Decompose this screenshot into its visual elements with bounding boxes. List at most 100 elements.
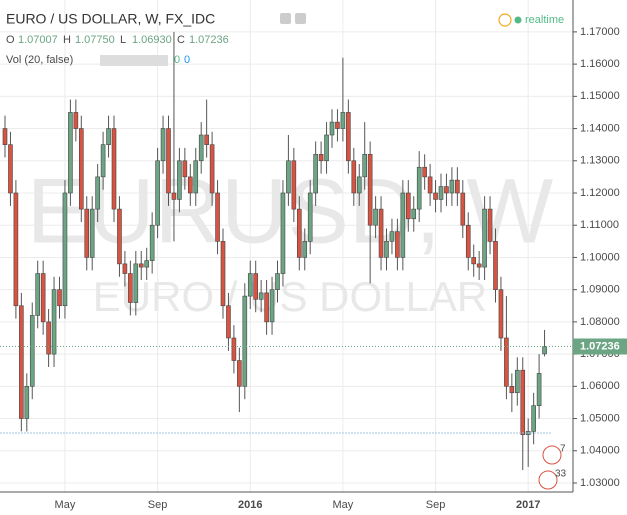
candle-body [329,121,335,136]
candle-body [122,263,128,274]
candle-body [498,289,504,339]
candle-body [318,154,324,162]
legend-key: L [120,34,126,46]
candle-body [144,260,149,268]
candle-body [405,192,411,220]
y-tick-label: 1.03000 [580,477,620,489]
candle-body [275,273,280,290]
candle-body [351,160,357,194]
y-tick-label: 1.14000 [580,122,620,134]
y-tick-label: 1.13000 [580,155,620,167]
candle-body [291,160,297,210]
candle-body [356,176,362,194]
chart-title: EURO / US DOLLAR, W, FX_IDC [6,11,215,27]
candle-body [520,369,526,435]
candle-body [253,273,258,300]
candle-body [51,289,57,355]
candle-body [302,241,308,258]
candle-body [362,154,368,178]
candle-body [19,305,24,419]
candle-body [460,192,466,226]
y-tick-label: 1.12000 [580,187,620,199]
candle-body [62,192,68,307]
y-tick-label: 1.06000 [580,380,620,392]
candle-body [198,134,204,162]
candle-body [242,295,248,387]
candle-body [177,160,182,200]
candle-body [89,208,95,258]
candle-body [493,241,498,290]
candle-body [367,154,373,226]
candle-body [128,273,133,303]
y-tick-label: 1.09000 [580,284,620,296]
candle-body [171,192,177,200]
candle-body [95,176,100,210]
x-tick-label: 2017 [516,499,540,511]
candle-body [258,292,264,300]
volume-icons[interactable] [100,55,168,66]
candle-body [504,337,509,387]
candle-body [166,128,171,194]
candle-body [395,231,400,258]
candle-body [204,134,209,145]
candle-body [138,263,144,268]
candle-body [286,160,291,194]
candle-body [449,179,455,194]
y-tick-label: 1.17000 [580,26,620,38]
event-flag[interactable] [538,470,558,490]
candle-body [296,208,302,258]
settings-icon[interactable] [295,13,306,24]
candle-body [444,186,449,194]
watermark-subtitle: EURO / US DOLLAR [93,273,487,320]
candles [0,31,573,471]
candle-body [68,112,73,194]
volume-value: 0 [174,54,180,66]
ohlc-legend: O 1.07007 H 1.07750 L 1.06930 C 1.07236 [6,34,229,46]
legend-value: 1.07007 [18,34,58,46]
candle-body [269,289,275,323]
axes: 1.17000 1.16000 1.15000 1.14000 1.13000 1.120… [55,26,627,511]
x-tick-label: 2016 [238,499,262,511]
candle-body [149,224,155,261]
candle-body [476,263,482,268]
legend-key: O [6,34,15,46]
candle-body [79,128,84,210]
candle-body [215,192,220,242]
legend-value: 1.06930 [132,34,172,46]
candle-body [73,112,79,129]
candle-body [455,179,460,194]
candle-body [340,112,346,129]
candle-body [438,186,444,200]
candle-body [509,386,515,394]
candle-body [231,337,237,361]
y-tick-label: 1.04000 [580,445,620,457]
candle-body [487,208,493,242]
candle-body [433,192,438,200]
candle-body [307,192,313,242]
candle-body [335,121,340,129]
candle-body [247,273,253,297]
candle-body [427,176,433,194]
volume-legend: Vol (20, false) [6,54,73,66]
candle-body [471,257,477,265]
candle-body [8,144,13,194]
x-tick-label: Sep [148,499,168,511]
status-dot [514,16,522,24]
candle-body [324,134,329,162]
y-tick-label: 1.15000 [580,90,620,102]
legend-value: 1.07750 [75,34,115,46]
candle-body [226,305,231,339]
legend-key: H [63,34,71,46]
candle-body [111,128,117,210]
x-tick-label: May [333,499,354,511]
candle-body [220,241,226,307]
candle-body [542,346,547,355]
candle-body [536,373,542,406]
candle-body [384,241,389,258]
candle-body [117,208,122,265]
event-flag[interactable] [542,445,562,465]
candle-body [531,405,536,432]
candle-body [482,208,487,268]
candle-body [40,273,46,323]
settings-icon[interactable] [280,13,291,24]
